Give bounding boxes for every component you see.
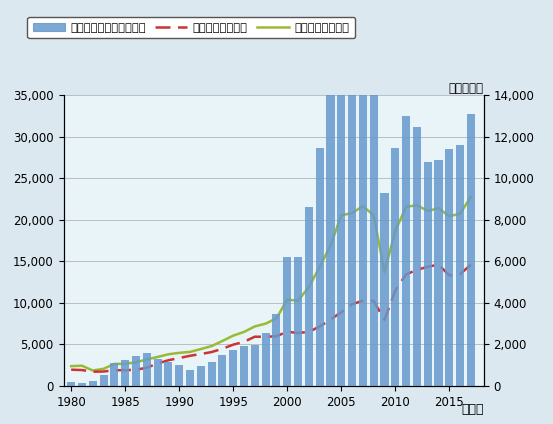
Bar bbox=[413, 127, 421, 386]
Bar bbox=[273, 314, 280, 386]
Bar bbox=[229, 350, 237, 386]
Bar bbox=[110, 363, 118, 386]
Bar bbox=[164, 362, 173, 386]
Bar bbox=[467, 114, 475, 386]
Bar bbox=[294, 257, 302, 386]
Bar bbox=[121, 360, 129, 386]
Bar bbox=[380, 193, 389, 386]
Bar bbox=[132, 356, 140, 386]
Bar bbox=[197, 366, 205, 386]
Bar bbox=[445, 149, 453, 386]
Bar bbox=[143, 353, 151, 386]
Bar bbox=[88, 381, 97, 386]
Bar bbox=[369, 44, 378, 386]
Bar bbox=[175, 365, 183, 386]
Bar bbox=[326, 90, 335, 386]
Bar bbox=[348, 21, 356, 386]
Text: （億ドル）: （億ドル） bbox=[449, 82, 484, 95]
Bar bbox=[337, 40, 345, 386]
Bar bbox=[78, 382, 86, 386]
Bar bbox=[359, 8, 367, 386]
Bar bbox=[391, 148, 399, 386]
Text: （年）: （年） bbox=[461, 403, 484, 416]
Bar bbox=[186, 371, 194, 386]
Bar bbox=[402, 116, 410, 386]
Bar bbox=[305, 207, 313, 386]
Bar bbox=[283, 257, 291, 386]
Bar bbox=[456, 145, 464, 386]
Bar bbox=[207, 362, 216, 386]
Bar bbox=[100, 375, 108, 386]
Bar bbox=[435, 160, 442, 386]
Bar bbox=[316, 148, 324, 386]
Bar bbox=[262, 333, 270, 386]
Bar bbox=[424, 162, 432, 386]
Bar bbox=[251, 345, 259, 386]
Bar bbox=[154, 360, 161, 386]
Bar bbox=[240, 346, 248, 386]
Bar bbox=[218, 354, 227, 386]
Legend: 賿易赤字額（右目盛り）, 輸出額（左目盛）, 輸入額（左目盛）: 賿易赤字額（右目盛り）, 輸出額（左目盛）, 輸入額（左目盛） bbox=[27, 17, 355, 38]
Bar bbox=[67, 382, 75, 386]
